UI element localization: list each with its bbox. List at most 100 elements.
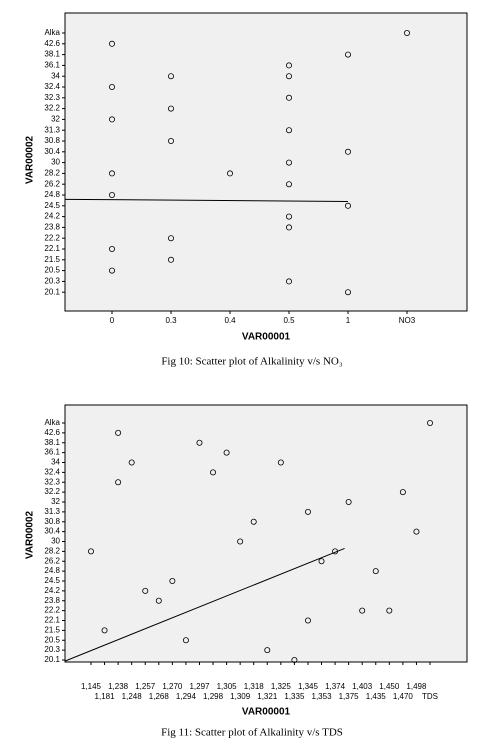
point xyxy=(372,568,379,575)
point xyxy=(167,256,174,263)
y-axis-title: VAR00002 xyxy=(25,510,36,559)
y-tick-label: 32 xyxy=(51,497,60,506)
y-tick-label: 20.5 xyxy=(44,635,60,644)
y-tick-label: 31.3 xyxy=(44,125,60,134)
y-tick-label: 20.1 xyxy=(44,655,60,664)
x-tick-label: 1,353 xyxy=(312,692,333,701)
point xyxy=(115,479,122,486)
y-tick-label: 20.1 xyxy=(44,287,60,296)
point xyxy=(115,429,122,436)
point xyxy=(426,419,433,426)
point xyxy=(277,459,284,466)
y-tick-label: 28.2 xyxy=(44,169,60,178)
x-tick-label: NO3 xyxy=(399,316,416,325)
x-tick-label: 1,268 xyxy=(149,692,170,701)
point xyxy=(109,40,116,47)
point xyxy=(285,213,292,220)
point xyxy=(167,105,174,112)
x-tick-label: 1,325 xyxy=(271,682,292,691)
point xyxy=(285,181,292,188)
y-tick-label: 20.3 xyxy=(44,645,60,654)
x-tick-label: 1,435 xyxy=(366,692,387,701)
x-tick-label: 1,305 xyxy=(217,682,238,691)
y-tick-label: 24.2 xyxy=(44,586,60,595)
point xyxy=(285,73,292,80)
point xyxy=(285,278,292,285)
x-tick-label: TDS xyxy=(422,692,438,701)
point xyxy=(128,459,135,466)
point xyxy=(345,498,352,505)
y-tick-label: 30.8 xyxy=(44,517,60,526)
y-tick-label: 23.8 xyxy=(44,223,60,232)
x-tick-label: 0.3 xyxy=(165,316,177,325)
y-tick-label: 32.4 xyxy=(44,467,60,476)
y-tick-label: 32.2 xyxy=(44,487,60,496)
y-tick-label: 32 xyxy=(51,115,60,124)
point xyxy=(344,148,351,155)
point xyxy=(88,548,95,555)
point xyxy=(167,137,174,144)
x-tick-label: 0.5 xyxy=(283,316,295,325)
y-tick-label: 21.5 xyxy=(44,255,60,264)
caption: Fig 11: Scatter plot of Alkalinity v/s T… xyxy=(161,727,343,739)
y-tick-label: 32.4 xyxy=(44,82,60,91)
x-tick-label: 1,145 xyxy=(81,682,102,691)
point xyxy=(210,469,217,476)
point xyxy=(109,191,116,198)
x-tick-label: 1,345 xyxy=(298,682,319,691)
y-tick-label: 36.1 xyxy=(44,448,60,457)
y-tick-label: 26.2 xyxy=(44,556,60,565)
point xyxy=(169,578,176,585)
x-tick-label: 1,374 xyxy=(325,682,346,691)
point xyxy=(142,587,149,594)
x-tick-label: 1,318 xyxy=(244,682,265,691)
y-tick-label: 32.3 xyxy=(44,93,60,102)
x-tick-label: 0.4 xyxy=(224,316,236,325)
y-tick-label: 31.3 xyxy=(44,507,60,516)
point xyxy=(250,518,257,525)
y-tick-label: 38.1 xyxy=(44,438,60,447)
point xyxy=(109,267,116,274)
plot-area xyxy=(64,12,468,312)
point xyxy=(264,647,271,654)
point xyxy=(403,29,410,36)
point xyxy=(167,73,174,80)
y-tick-label: 20.3 xyxy=(44,277,60,286)
point xyxy=(285,94,292,101)
y-tick-label: 32.2 xyxy=(44,104,60,113)
x-tick-label: 1,498 xyxy=(406,682,427,691)
x-tick-label: 1,403 xyxy=(352,682,373,691)
y-tick-label: 21.5 xyxy=(44,625,60,634)
point xyxy=(285,62,292,69)
y-tick-label: Alka xyxy=(44,418,60,427)
x-tick-label: 1 xyxy=(346,316,351,325)
point xyxy=(344,51,351,58)
y-tick-label: 22.1 xyxy=(44,616,60,625)
fit-line xyxy=(65,547,345,662)
y-tick-label: 28.2 xyxy=(44,546,60,555)
y-tick-label: 24.8 xyxy=(44,566,60,575)
x-tick-label: 1,321 xyxy=(257,692,278,701)
x-tick-label: 1,450 xyxy=(379,682,400,691)
x-tick-label: 1,238 xyxy=(108,682,129,691)
x-tick-label: 1,181 xyxy=(95,692,116,701)
y-tick-label: 24.5 xyxy=(44,576,60,585)
point xyxy=(291,657,298,664)
point xyxy=(226,170,233,177)
caption: Fig 10: Scatter plot of Alkalinity v/s N… xyxy=(161,356,343,368)
y-tick-label: 34 xyxy=(51,71,60,80)
x-tick-label: 1,270 xyxy=(162,682,183,691)
y-tick-label: 22.1 xyxy=(44,244,60,253)
y-tick-label: 20.5 xyxy=(44,266,60,275)
y-tick-label: 38.1 xyxy=(44,50,60,59)
plot-area xyxy=(64,404,468,663)
point xyxy=(318,558,325,565)
y-tick-label: 22.2 xyxy=(44,233,60,242)
point xyxy=(399,489,406,496)
x-tick-label: 1,375 xyxy=(339,692,360,701)
point xyxy=(359,607,366,614)
y-tick-label: 24.2 xyxy=(44,212,60,221)
x-tick-label: 1,257 xyxy=(135,682,156,691)
x-tick-label: 1,298 xyxy=(203,692,224,701)
point xyxy=(285,127,292,134)
